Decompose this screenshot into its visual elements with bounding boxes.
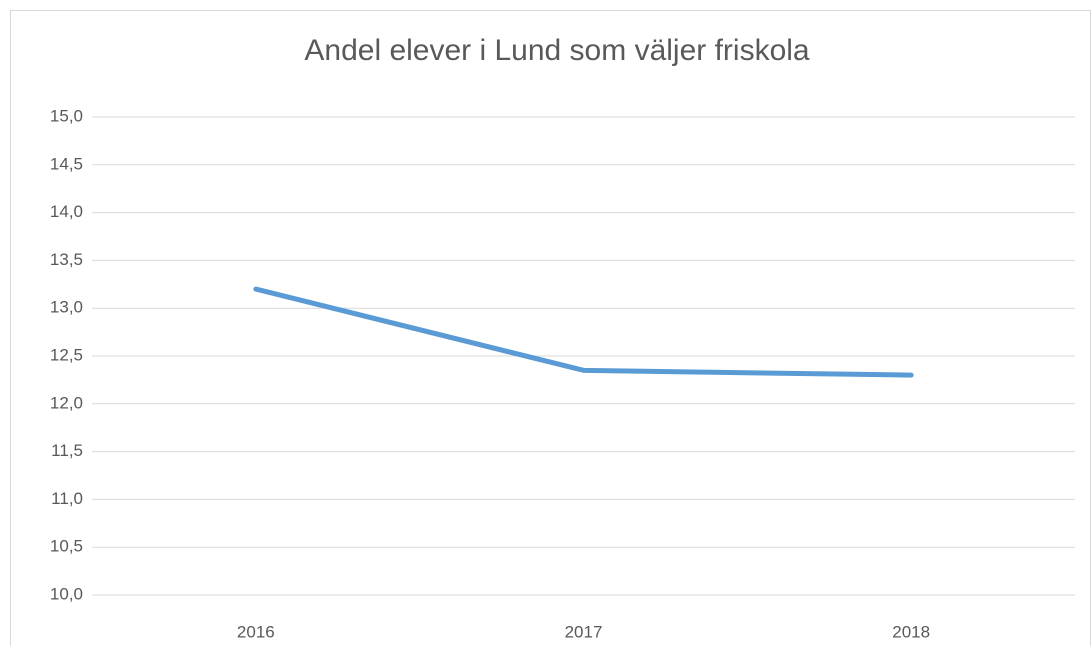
x-tick-label: 2016 — [237, 622, 275, 641]
y-tick-label: 12,0 — [50, 393, 83, 412]
y-tick-label: 14,0 — [50, 202, 83, 221]
y-tick-label: 14,5 — [50, 154, 83, 173]
y-tick-label: 11,0 — [51, 489, 83, 508]
y-tick-label: 11,5 — [51, 441, 83, 460]
y-tick-label: 10,0 — [50, 584, 83, 603]
chart-frame — [10, 10, 1091, 646]
chart-title: Andel elever i Lund som väljer friskola — [304, 34, 810, 67]
y-tick-label: 10,5 — [50, 537, 83, 556]
data-line — [253, 286, 914, 378]
y-tick-label: 13,5 — [50, 250, 83, 269]
y-tick-label: 13,0 — [50, 298, 83, 317]
x-tick-label: 2017 — [565, 622, 603, 641]
y-tick-label: 12,5 — [50, 345, 83, 364]
x-tick-label: 2018 — [892, 622, 930, 641]
y-tick-label: 15,0 — [50, 106, 83, 125]
